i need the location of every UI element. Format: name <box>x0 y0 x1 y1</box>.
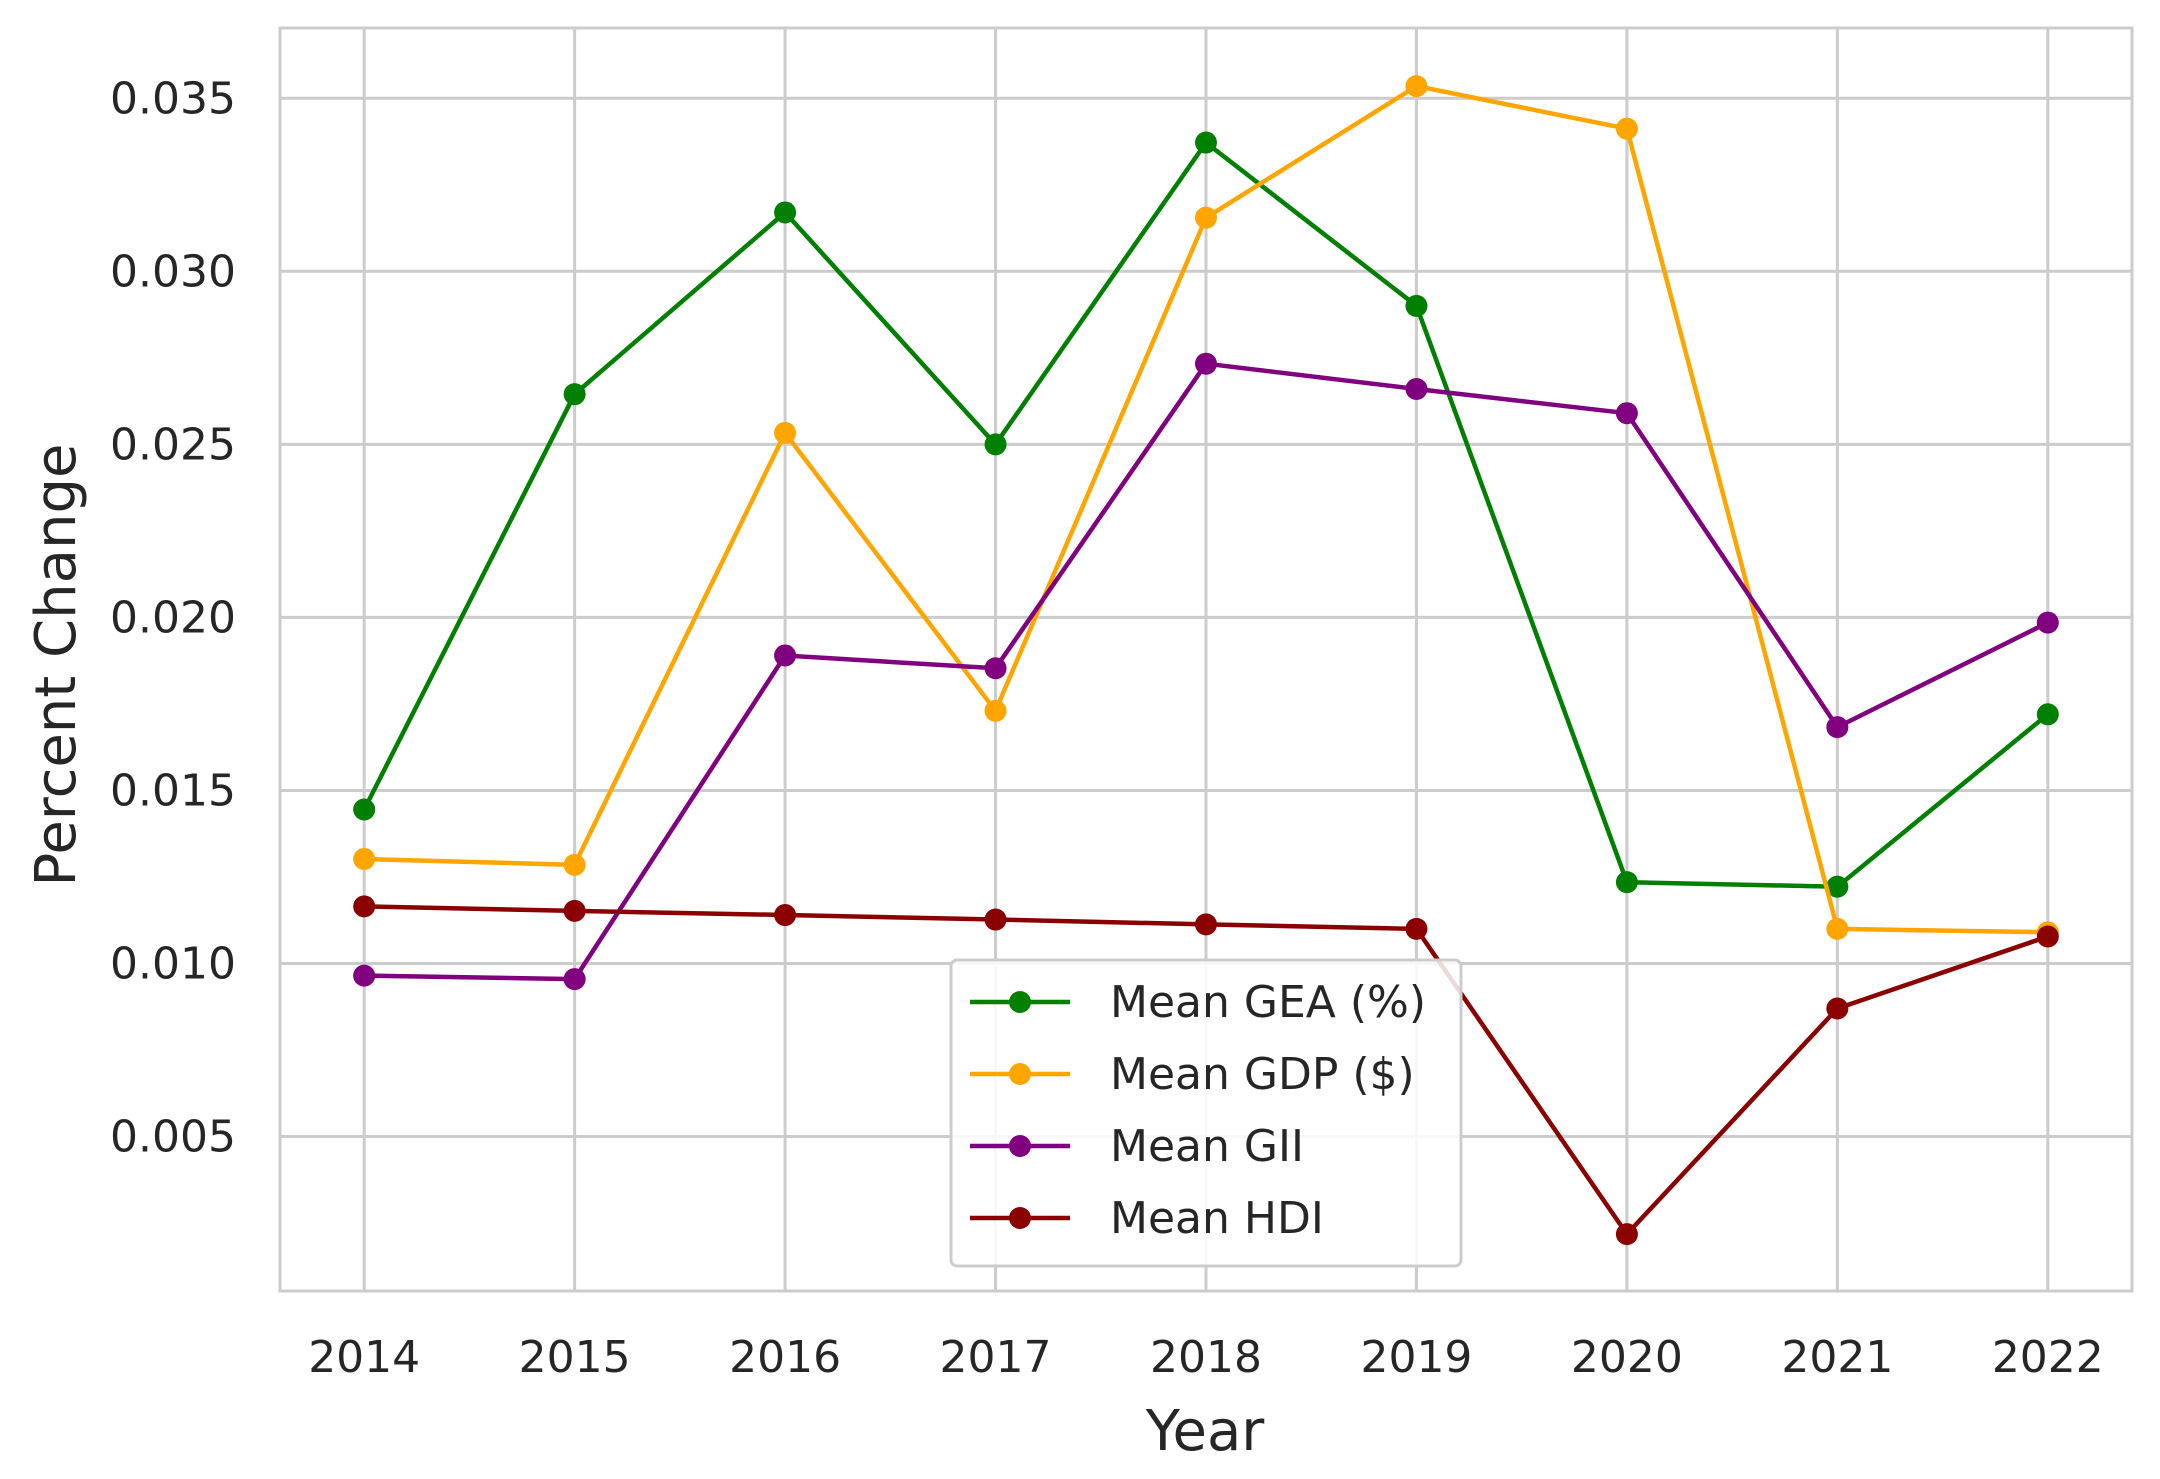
y-tick-label-0.035: 0.035 <box>110 73 236 124</box>
x-tick-label-2019: 2019 <box>1360 1332 1472 1383</box>
x-tick-label-2022: 2022 <box>1992 1332 2104 1383</box>
data-point-mean-gdp-2021 <box>1826 917 1849 940</box>
data-point-mean-hdi-2019 <box>1405 917 1428 940</box>
x-tick-labels: 2014 2015 2016 2017 2018 2019 2020 2021 2022 <box>308 1332 2104 1383</box>
data-point-mean-gii-2018 <box>1195 352 1217 375</box>
y-tick-labels: 0.005 0.010 0.015 0.020 0.025 0.030 0.035 <box>110 73 236 1162</box>
data-point-mean-gdp-2015 <box>563 853 586 876</box>
x-tick-label-2014: 2014 <box>308 1332 420 1383</box>
data-point-mean-hdi-2020 <box>1615 1223 1638 1246</box>
data-point-mean-gii-2017 <box>984 657 1007 680</box>
data-point-mean-gii-2020 <box>1615 402 1638 425</box>
data-point-mean-hdi-2016 <box>774 904 797 927</box>
data-point-mean-gea-2020 <box>1615 871 1638 894</box>
legend-label-mean-hdi: Mean HDI <box>1110 1193 1324 1244</box>
x-tick-label-2020: 2020 <box>1571 1332 1683 1383</box>
data-point-mean-gii-2022 <box>2036 611 2059 634</box>
data-point-mean-gea-2022 <box>2036 703 2059 726</box>
data-point-mean-gea-2021 <box>1826 875 1849 898</box>
legend-marker-mean-gdp <box>1009 1063 1031 1085</box>
legend-marker-mean-gea <box>1009 991 1031 1013</box>
data-point-mean-gdp-2014 <box>353 847 376 870</box>
data-point-mean-gii-2014 <box>353 964 376 987</box>
x-tick-label-2017: 2017 <box>940 1332 1052 1383</box>
series-mean-gea <box>353 131 2059 898</box>
series-mean-hdi <box>353 895 2059 1246</box>
x-tick-label-2021: 2021 <box>1781 1332 1893 1383</box>
series-layer <box>353 75 2059 1246</box>
legend-item-mean-gea: Mean GEA (%) <box>970 977 1426 1028</box>
y-tick-label-0.010: 0.010 <box>110 938 236 989</box>
legend: Mean GEA (%) Mean GDP ($) Mean GII Mean HDI <box>949 958 1463 1268</box>
y-tick-label-0.005: 0.005 <box>110 1112 236 1163</box>
legend-item-mean-gdp: Mean GDP ($) <box>970 1049 1415 1100</box>
data-point-mean-gii-2021 <box>1826 716 1849 739</box>
series-mean-gii <box>353 352 2059 991</box>
data-point-mean-gdp-2017 <box>984 699 1007 722</box>
data-point-mean-gea-2018 <box>1195 131 1217 154</box>
data-point-mean-gii-2015 <box>563 968 586 991</box>
data-point-mean-hdi-2022 <box>2036 925 2059 948</box>
data-point-mean-gea-2015 <box>563 383 586 406</box>
legend-item-mean-gii: Mean GII <box>970 1121 1304 1172</box>
x-tick-label-2018: 2018 <box>1150 1332 1262 1383</box>
legend-label-mean-gii: Mean GII <box>1110 1121 1304 1172</box>
y-axis-label: Percent Change <box>24 444 89 887</box>
legend-label-mean-gea: Mean GEA (%) <box>1110 977 1426 1028</box>
legend-marker-mean-gii <box>1009 1135 1031 1157</box>
legend-box <box>949 958 1463 1268</box>
data-point-mean-gea-2014 <box>353 798 376 821</box>
series-mean-gdp <box>353 75 2059 944</box>
x-tick-label-2016: 2016 <box>729 1332 841 1383</box>
legend-item-mean-hdi: Mean HDI <box>970 1193 1324 1244</box>
plot-frame <box>278 26 2134 1293</box>
x-axis-label: Year <box>1145 1399 1266 1464</box>
data-point-mean-hdi-2018 <box>1195 913 1217 936</box>
data-point-mean-hdi-2014 <box>353 895 376 918</box>
data-point-mean-gea-2019 <box>1405 294 1428 317</box>
y-tick-label-0.030: 0.030 <box>110 246 236 297</box>
legend-marker-mean-hdi <box>1009 1207 1031 1229</box>
data-point-mean-gdp-2020 <box>1615 117 1638 140</box>
data-point-mean-hdi-2017 <box>984 908 1007 931</box>
data-point-mean-gii-2016 <box>774 644 797 667</box>
data-point-mean-hdi-2021 <box>1826 997 1849 1020</box>
y-tick-label-0.025: 0.025 <box>110 419 236 470</box>
data-point-mean-hdi-2015 <box>563 899 586 922</box>
y-tick-label-0.015: 0.015 <box>110 765 236 816</box>
data-point-mean-gdp-2016 <box>774 421 797 444</box>
legend-label-mean-gdp: Mean GDP ($) <box>1110 1049 1415 1100</box>
data-point-mean-gdp-2019 <box>1405 75 1428 98</box>
data-point-mean-gea-2017 <box>984 433 1007 456</box>
data-point-mean-gii-2019 <box>1405 377 1428 400</box>
data-point-mean-gea-2016 <box>774 201 797 224</box>
data-point-mean-gdp-2018 <box>1195 206 1217 229</box>
y-tick-label-0.020: 0.020 <box>110 592 236 643</box>
x-tick-label-2015: 2015 <box>519 1332 631 1383</box>
